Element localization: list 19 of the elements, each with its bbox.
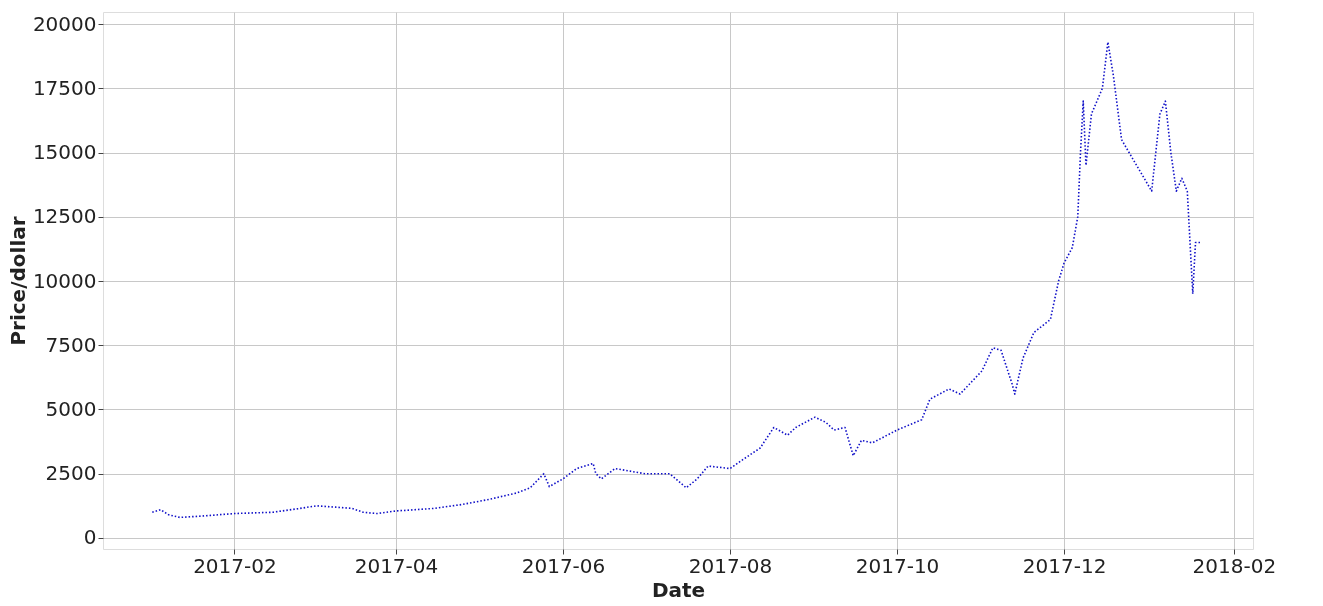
x-tick-label: 2017-12 bbox=[1022, 553, 1107, 578]
y-tick-label: 17500 bbox=[32, 75, 97, 100]
x-tick-label: 2017-10 bbox=[855, 553, 940, 578]
x-axis-title: Date bbox=[651, 577, 706, 602]
y-tick-label: 20000 bbox=[32, 11, 97, 36]
y-tick-label: 10000 bbox=[32, 268, 97, 293]
y-tick-label: 7500 bbox=[45, 332, 97, 357]
x-tick-label: 2017-08 bbox=[688, 553, 773, 578]
y-tick-label: 5000 bbox=[45, 396, 97, 421]
y-axis-title: Price/dollar bbox=[5, 216, 30, 346]
x-tick-label: 2017-02 bbox=[193, 553, 277, 578]
x-tick-label: 2018-02 bbox=[1192, 553, 1277, 578]
y-tick-label: 15000 bbox=[32, 140, 97, 165]
y-tick-label: 12500 bbox=[32, 204, 97, 229]
x-tick-label: 2017-06 bbox=[521, 553, 606, 578]
y-tick-label: 0 bbox=[83, 525, 97, 550]
line-series bbox=[151, 41, 1202, 519]
x-tick-label: 2017-04 bbox=[354, 553, 439, 578]
y-tick-label: 2500 bbox=[45, 461, 97, 486]
